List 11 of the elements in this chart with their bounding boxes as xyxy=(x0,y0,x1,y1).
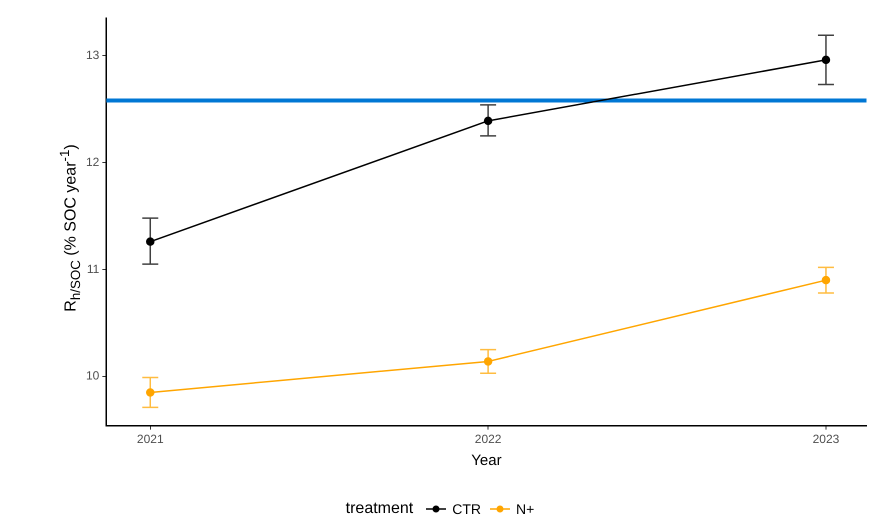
y-tick-label: 12 xyxy=(86,154,100,169)
legend-label: CTR xyxy=(452,501,482,517)
y-tick-label: 10 xyxy=(86,368,100,383)
x-tick-label: 2021 xyxy=(136,432,164,446)
x-tick-label: 2023 xyxy=(812,432,840,446)
y-tick-label: 13 xyxy=(86,48,100,62)
x-axis-title: Year xyxy=(471,452,502,470)
legend-title: treatment xyxy=(346,500,414,518)
x-tick-label: 2022 xyxy=(474,432,502,446)
legend-label: N+ xyxy=(516,501,534,517)
y-tick-label: 11 xyxy=(86,262,100,276)
